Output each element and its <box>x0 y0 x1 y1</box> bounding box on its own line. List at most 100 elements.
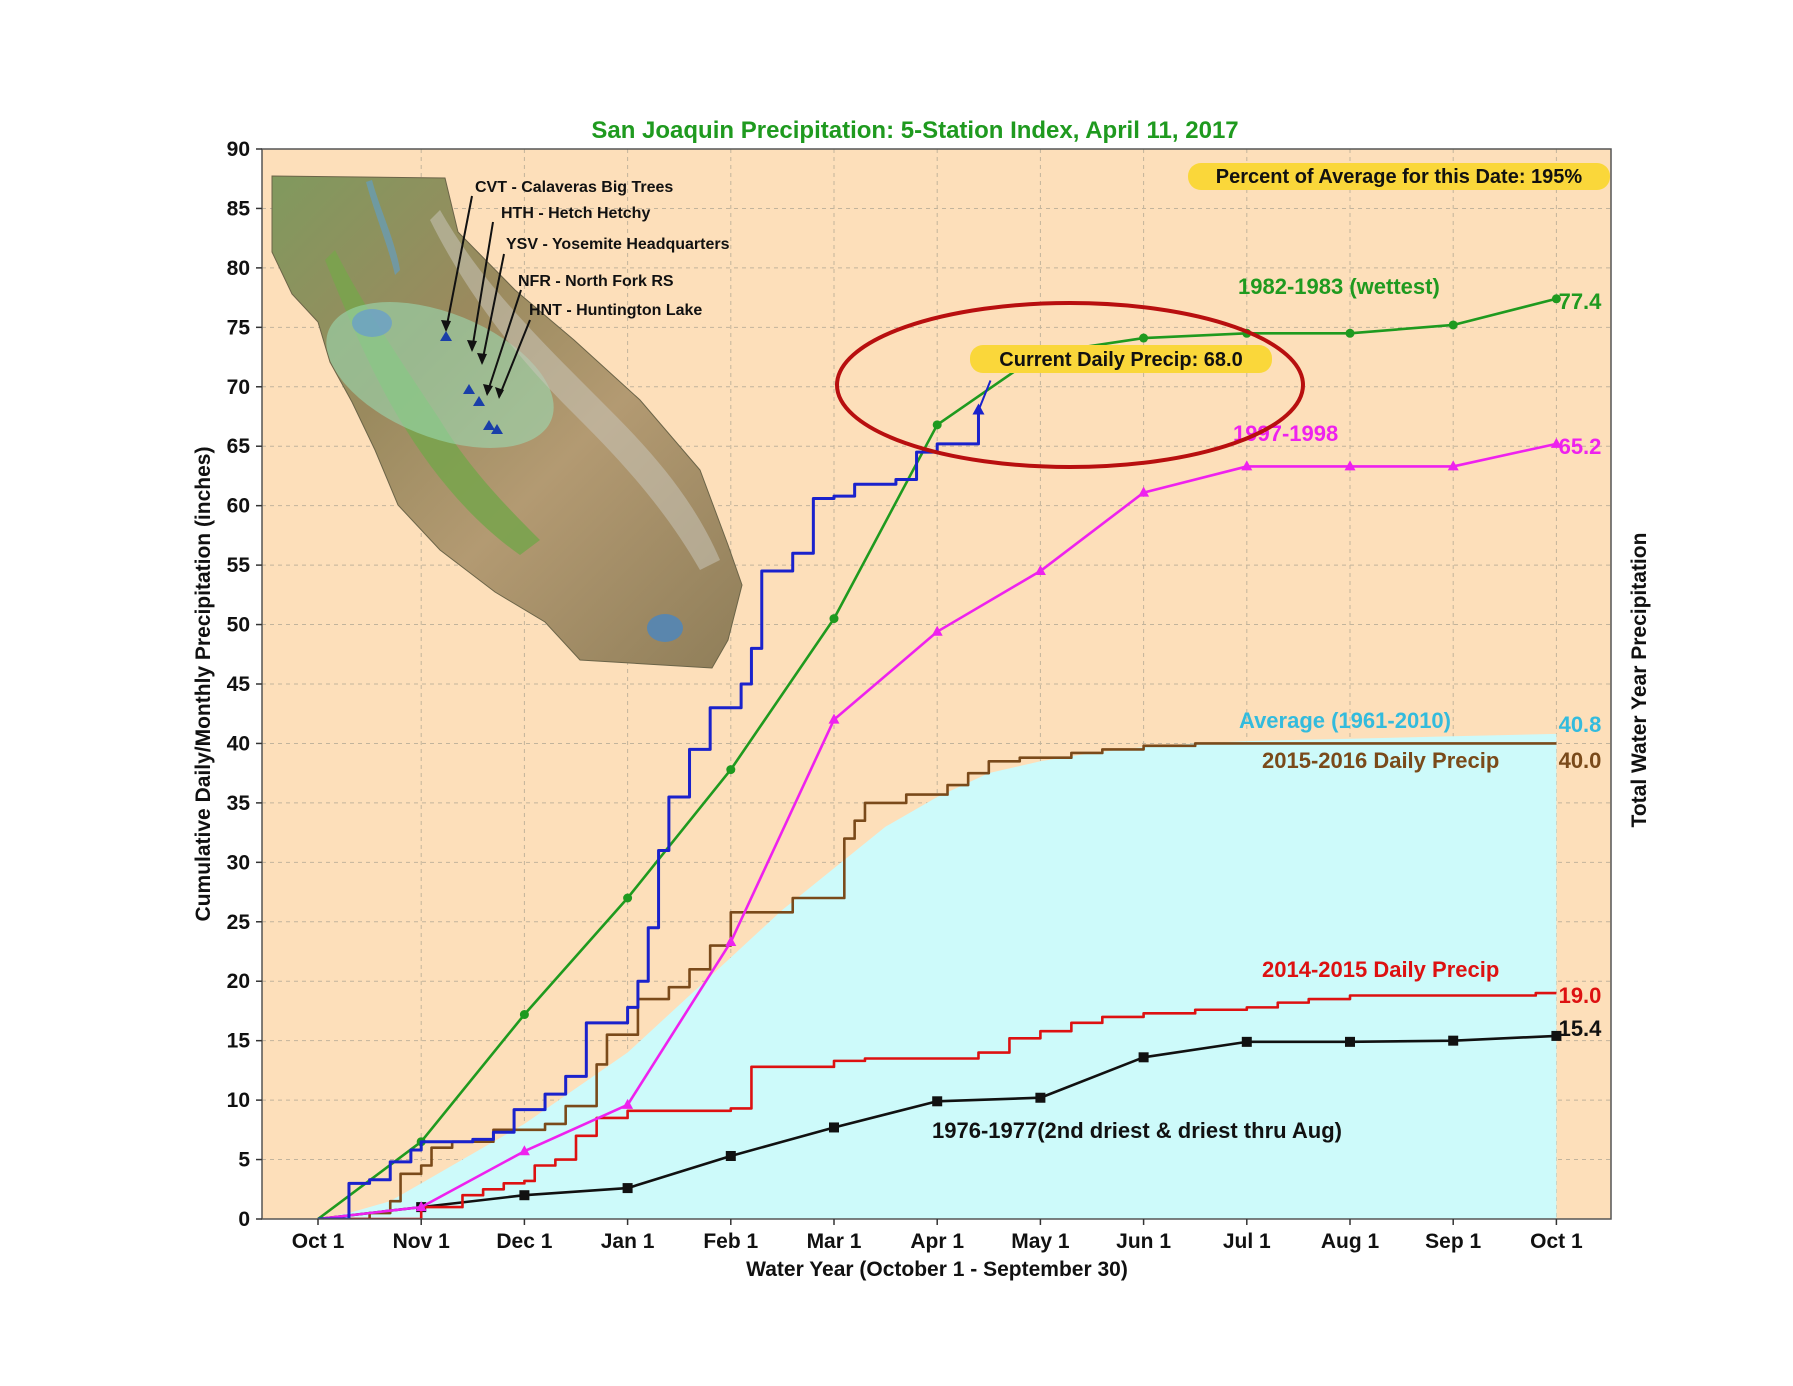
station-label-nfr: NFR - North Fork RS <box>518 273 674 290</box>
chart-title: San Joaquin Precipitation: 5-Station Ind… <box>591 117 1238 144</box>
current-pointer-line <box>977 380 992 411</box>
sierra-nevada <box>430 210 720 570</box>
series-point-1976-1977-2nd-driest-driest-thru-aug <box>932 1096 943 1107</box>
series-label-2015-2016-daily-precip: 2015-2016 Daily Precip <box>1262 748 1499 773</box>
end-label-average-1961-2010: 40.8 <box>1559 712 1602 737</box>
series-point-1997-1998 <box>622 1098 634 1109</box>
end-label-2015-2016-daily-precip: 40.0 <box>1559 748 1602 773</box>
right-axis-title: Total Water Year Precipitation <box>1628 533 1651 828</box>
x-tick-label: Jan 1 <box>601 1230 655 1253</box>
end-label-1997-1998: 65.2 <box>1559 434 1602 459</box>
end-label-1982-1983-wettest: 77.4 <box>1559 289 1603 314</box>
central-valley <box>325 250 540 555</box>
x-tick-label: Sep 1 <box>1425 1230 1481 1253</box>
series-label-1997-1998: 1997-1998 <box>1233 421 1338 446</box>
series-point-1976-1977-2nd-driest-driest-thru-aug <box>1345 1036 1355 1047</box>
series-point-1997-1998 <box>931 625 943 636</box>
y-tick-label: 10 <box>227 1089 250 1112</box>
series-point-1976-1977-2nd-driest-driest-thru-aug <box>519 1190 530 1201</box>
pointer-hnt <box>498 319 531 398</box>
basin-highlight <box>326 302 554 448</box>
y-axis-title: Cumulative Daily/Monthly Precipitation (… <box>192 447 215 922</box>
series-point-1982-1983-wettest <box>1139 333 1149 343</box>
bay-water <box>352 309 392 337</box>
x-tick-label: Oct 1 <box>292 1230 345 1253</box>
map-border <box>271 175 743 669</box>
series-point-1982-1983-wettest <box>829 614 839 624</box>
series-area-average-1961-2010 <box>318 733 1557 1219</box>
salton-sea <box>647 614 683 642</box>
station-pointers <box>445 195 531 398</box>
pointer-cvt <box>445 195 473 331</box>
x-tick-label: Aug 1 <box>1321 1230 1380 1253</box>
y-tick-label: 5 <box>238 1149 250 1172</box>
x-axis-ticks: Oct 1 Nov 1 Dec 1 Jan 1 Feb 1 Mar 1 Apr 1 May 1… <box>292 1219 1583 1253</box>
x-tick-label: Feb 1 <box>703 1230 758 1253</box>
station-arrowheads <box>441 320 504 399</box>
series-point-1982-1983-wettest <box>726 765 736 775</box>
x-tick-label: Dec 1 <box>496 1230 552 1253</box>
percent-of-average-badge <box>1188 163 1610 190</box>
pointer-nfr <box>486 289 522 395</box>
arrowhead-hnt <box>495 387 504 399</box>
series-label-average-1961-2010: Average (1961-2010) <box>1239 708 1451 733</box>
station-marker-nfr <box>483 420 495 430</box>
series-point-1976-1977-2nd-driest-driest-thru-aug <box>1448 1035 1459 1046</box>
end-value-labels: 40.8 77.4 65.2 40.0 19.0 15.4 <box>1559 289 1603 1041</box>
arrowhead-ysv <box>477 353 487 365</box>
y-tick-label: 20 <box>227 970 250 993</box>
series-point-1976-1977-2nd-driest-driest-thru-aug <box>829 1122 839 1133</box>
y-tick-label: 85 <box>227 197 251 220</box>
series-point-1997-1998 <box>725 935 737 946</box>
y-axis-ticks: 0 5 10 15 20 25 30 35 40 45 50 55 60 65 70 75 80 85 90 <box>227 138 262 1231</box>
y-tick-label: 35 <box>227 792 251 815</box>
current-highlight-ellipse <box>835 301 1305 469</box>
end-label-2014-2015-daily-precip: 19.0 <box>1559 983 1602 1008</box>
lake-water <box>366 180 400 275</box>
series-layer <box>317 294 1562 1219</box>
series-labels: Average (1961-2010) 1982-1983 (wettest) 19… <box>932 274 1499 1143</box>
series-point-1976-1977-2nd-driest-driest-thru-aug <box>1551 1030 1562 1041</box>
station-label-ysv: YSV - Yosemite Headquarters <box>506 236 730 253</box>
y-tick-label: 40 <box>227 732 250 755</box>
y-tick-label: 0 <box>238 1208 250 1231</box>
station-label-cvt: CVT - Calaveras Big Trees <box>475 179 673 196</box>
series-point-1976-1977-2nd-driest-driest-thru-aug <box>1138 1052 1149 1063</box>
series-label-2014-2015-daily-precip: 2014-2015 Daily Precip <box>1262 957 1499 982</box>
series-point-1982-1983-wettest <box>623 893 633 903</box>
arrowhead-hth <box>467 340 477 352</box>
series-point-1976-1977-2nd-driest-driest-thru-aug <box>622 1183 633 1194</box>
x-tick-label: Nov 1 <box>393 1230 451 1253</box>
series-point-1982-1983-wettest <box>932 420 942 430</box>
pointer-ysv <box>481 253 505 364</box>
station-label-hnt: HNT - Huntington Lake <box>529 302 702 319</box>
y-tick-label: 45 <box>227 673 251 696</box>
series-point-1997-1998 <box>1034 565 1046 576</box>
series-line-2014-2015-daily-precip <box>318 991 1557 1219</box>
x-tick-label: Mar 1 <box>807 1230 862 1253</box>
y-tick-label: 50 <box>227 614 250 637</box>
series-point-1982-1983-wettest <box>1448 320 1458 330</box>
y-tick-label: 25 <box>227 911 251 934</box>
y-tick-label: 55 <box>227 554 251 577</box>
station-marker-ysv <box>473 396 485 406</box>
y-tick-label: 90 <box>227 138 250 161</box>
current-precip-text: Current Daily Precip: 68.0 <box>999 349 1242 371</box>
end-label-1976-1977-2nd-driest-driest-thru-aug: 15.4 <box>1559 1016 1603 1041</box>
series-point-1976-1977-2nd-driest-driest-thru-aug <box>1035 1092 1046 1103</box>
arrowhead-cvt <box>441 320 451 332</box>
y-tick-label: 65 <box>227 435 251 458</box>
station-label-hth: HTH - Hetch Hetchy <box>501 205 650 222</box>
x-tick-label: Jun 1 <box>1116 1230 1171 1253</box>
series-label-1982-1983-wettest: 1982-1983 (wettest) <box>1238 274 1440 299</box>
y-tick-label: 60 <box>227 495 250 518</box>
series-point-1976-1977-2nd-driest-driest-thru-aug <box>725 1150 736 1161</box>
series-point-1976-1977-2nd-driest-driest-thru-aug <box>1241 1036 1252 1047</box>
station-markers <box>440 331 503 434</box>
series-point-1997-1998 <box>518 1145 530 1156</box>
y-tick-label: 30 <box>227 851 250 874</box>
pointer-hth <box>471 221 494 351</box>
series-point-1997-1998 <box>1344 460 1356 471</box>
series-point-1982-1983-wettest <box>519 1010 529 1020</box>
